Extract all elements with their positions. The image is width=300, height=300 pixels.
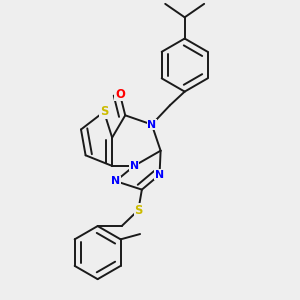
Text: N: N	[155, 170, 164, 180]
Text: S: S	[134, 204, 142, 217]
Text: N: N	[147, 119, 156, 130]
Text: N: N	[130, 161, 139, 171]
Text: N: N	[111, 176, 120, 186]
Text: O: O	[115, 88, 125, 100]
Text: S: S	[100, 105, 108, 118]
